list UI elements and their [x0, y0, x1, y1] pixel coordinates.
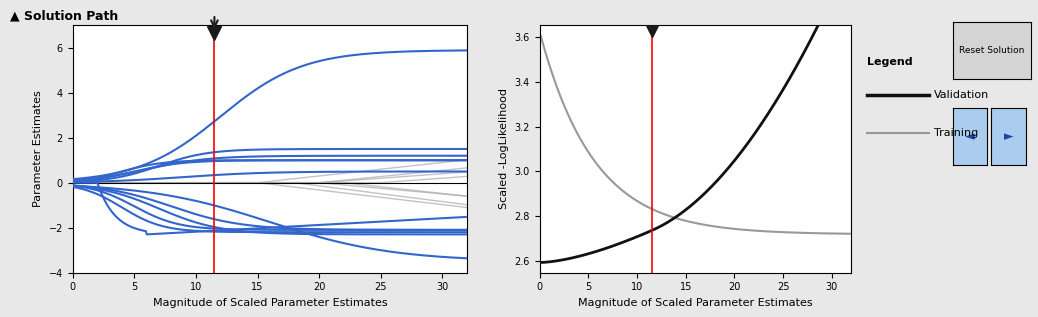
Text: ▲ Solution Path: ▲ Solution Path [10, 10, 118, 23]
Text: ►: ► [1004, 130, 1013, 143]
Y-axis label: Scaled -LogLikelihood: Scaled -LogLikelihood [499, 88, 509, 210]
Text: Reset Solution: Reset Solution [959, 46, 1025, 55]
Text: Training: Training [934, 128, 979, 138]
Text: Validation: Validation [934, 90, 989, 100]
Text: ◄: ◄ [965, 130, 975, 143]
Text: Legend: Legend [867, 57, 912, 67]
X-axis label: Magnitude of Scaled Parameter Estimates: Magnitude of Scaled Parameter Estimates [578, 298, 813, 308]
Y-axis label: Parameter Estimates: Parameter Estimates [33, 91, 43, 207]
X-axis label: Magnitude of Scaled Parameter Estimates: Magnitude of Scaled Parameter Estimates [153, 298, 387, 308]
